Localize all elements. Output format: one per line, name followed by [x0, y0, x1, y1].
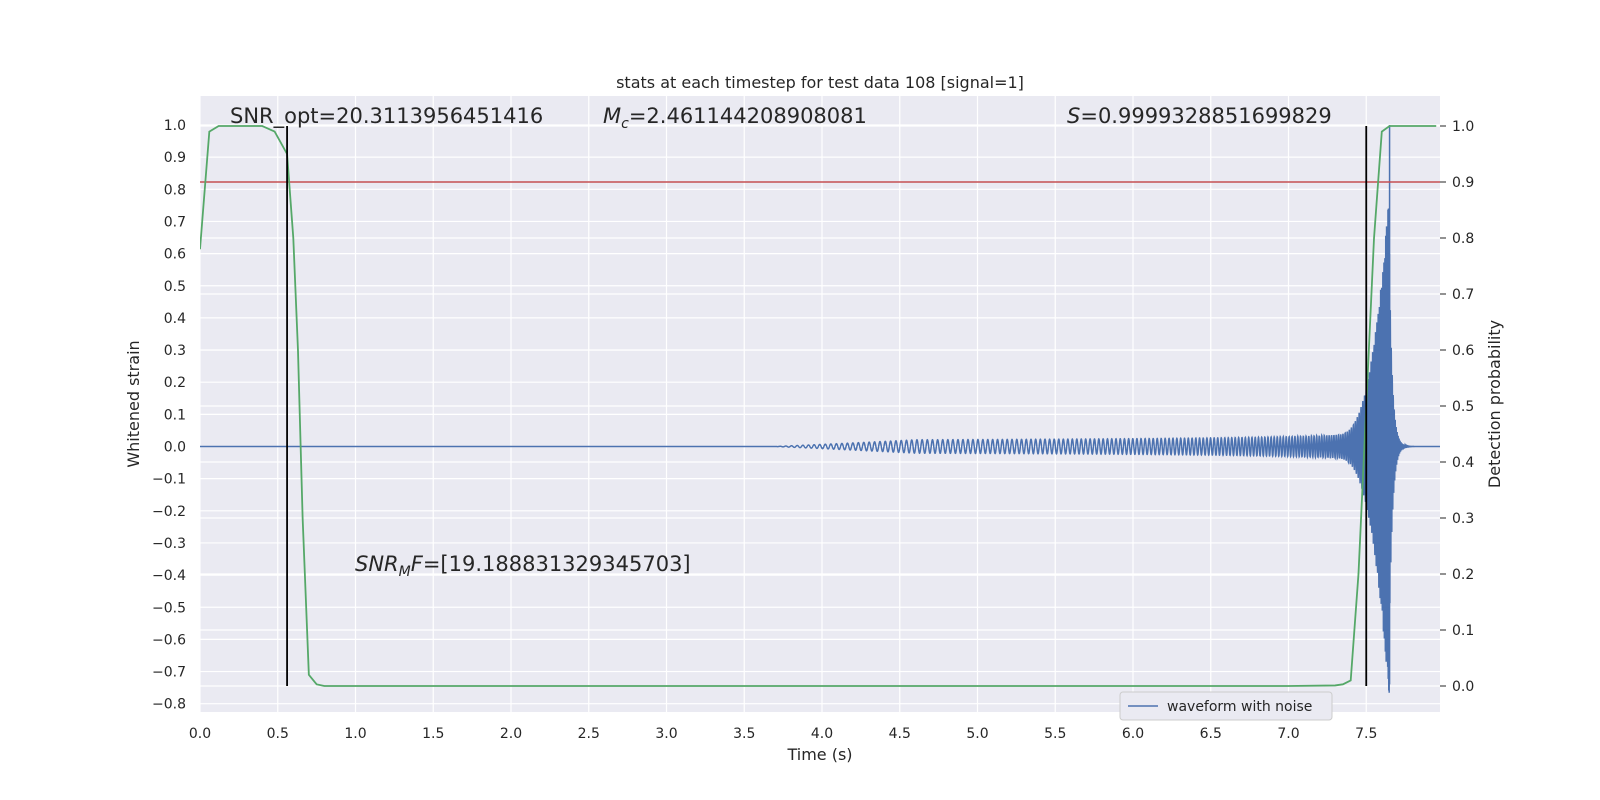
y-tick-label: −0.6: [152, 632, 186, 648]
y-tick-label: 0.8: [164, 182, 186, 198]
s-annotation: S=0.9999328851699829: [1067, 104, 1332, 128]
x-tick-label: 7.5: [1355, 726, 1377, 742]
y2-tick-label: 0.8: [1452, 231, 1474, 247]
mc-annotation: Mc=2.461144208908081: [603, 104, 867, 132]
snr-opt-annotation: SNR_opt=20.3113956451416: [230, 104, 543, 129]
y2-tick-label: 1.0: [1452, 119, 1474, 135]
y-tick-label: 0.3: [164, 343, 186, 359]
y-axis-label: Whitened strain: [124, 340, 143, 467]
y-tick-label: −0.2: [152, 504, 186, 520]
y2-tick-label: 0.9: [1452, 175, 1474, 191]
y2-tick-label: 0.6: [1452, 343, 1474, 359]
y-tick-label: 0.4: [164, 311, 186, 327]
mc-value: =2.461144208908081: [629, 104, 867, 128]
x-tick-label: 6.5: [1200, 726, 1222, 742]
x-tick-label: 6.0: [1122, 726, 1144, 742]
y-tick-label: −0.7: [152, 665, 186, 681]
y2-axis-ticks: 1.0 0.9 0.8 0.7 0.6 0.5 0.4 0.3 0.2 0.1 0.0: [1440, 119, 1474, 695]
y2-tick-label: 0.7: [1452, 287, 1474, 303]
snr-mf-f: F: [411, 552, 424, 576]
y-tick-label: 0.6: [164, 247, 186, 263]
grid: [199, 96, 1440, 712]
legend: waveform with noise: [1119, 691, 1333, 721]
y-tick-label: 0.7: [164, 214, 186, 230]
x-axis-label: Time (s): [786, 745, 852, 764]
y-tick-label: 0.1: [164, 407, 186, 423]
s-symbol: S: [1067, 104, 1080, 128]
snr-mf-annotation: SNRMF=[19.188831329345703]: [355, 552, 691, 580]
x-tick-label: 3.0: [655, 726, 677, 742]
y2-tick-label: 0.3: [1452, 511, 1474, 527]
y2-tick-label: 0.1: [1452, 623, 1474, 639]
plot-area: [200, 125, 1440, 693]
s-value: =0.9999328851699829: [1080, 104, 1331, 128]
series-layer: [200, 125, 1440, 693]
y2-tick-label: 0.0: [1452, 679, 1474, 695]
x-tick-label: 0.5: [267, 726, 289, 742]
x-tick-label: 4.5: [889, 726, 911, 742]
snr-mf-value: =[19.188831329345703]: [423, 552, 691, 576]
x-tick-label: 2.5: [578, 726, 600, 742]
legend-box: [1119, 691, 1333, 721]
y-tick-label: 0.5: [164, 279, 186, 295]
snr-mf-subscript: M: [399, 564, 411, 580]
x-tick-label: 3.5: [733, 726, 755, 742]
x-tick-label: 1.0: [344, 726, 366, 742]
chart-title: stats at each timestep for test data 108…: [616, 73, 1024, 92]
waveform-with-noise-line: [200, 208, 1440, 693]
mc-subscript: c: [621, 116, 629, 132]
y-tick-label: −0.3: [152, 536, 186, 552]
y-tick-label: 0.2: [164, 375, 186, 391]
y-tick-label: 0.9: [164, 150, 186, 166]
mc-symbol: M: [603, 104, 621, 128]
x-tick-label: 2.0: [500, 726, 522, 742]
x-tick-label: 0.0: [189, 726, 211, 742]
y-tick-label: −0.8: [152, 697, 186, 713]
x-tick-label: 4.0: [811, 726, 833, 742]
x-axis-ticks: 0.0 0.5 1.0 1.5 2.0 2.5 3.0 3.5 4.0 4.5 5.0 5.5 6.0 6…: [189, 726, 1378, 742]
y-tick-label: −0.1: [152, 472, 186, 488]
y2-axis-label: Detection probability: [1485, 320, 1504, 488]
y-tick-label: −0.4: [152, 568, 186, 584]
plot-background: [200, 96, 1440, 712]
y2-tick-label: 0.5: [1452, 399, 1474, 415]
x-tick-label: 1.5: [422, 726, 444, 742]
y-axis-ticks: 1.0 0.9 0.8 0.7 0.6 0.5 0.4 0.3 0.2 0.1 0.0 −0.1 −0.…: [152, 118, 186, 713]
y-tick-label: 0.0: [164, 440, 186, 456]
legend-label-waveform: waveform with noise: [1167, 699, 1312, 715]
snr-mf-symbol: SNR: [355, 552, 399, 576]
detection-probability-line: [200, 125, 1437, 687]
x-tick-label: 5.5: [1044, 726, 1066, 742]
x-tick-label: 7.0: [1277, 726, 1299, 742]
x-tick-label: 5.0: [966, 726, 988, 742]
y-tick-label: −0.5: [152, 600, 186, 616]
y-tick-label: 1.0: [164, 118, 186, 134]
y2-tick-label: 0.4: [1452, 455, 1474, 471]
y2-tick-label: 0.2: [1452, 567, 1474, 583]
